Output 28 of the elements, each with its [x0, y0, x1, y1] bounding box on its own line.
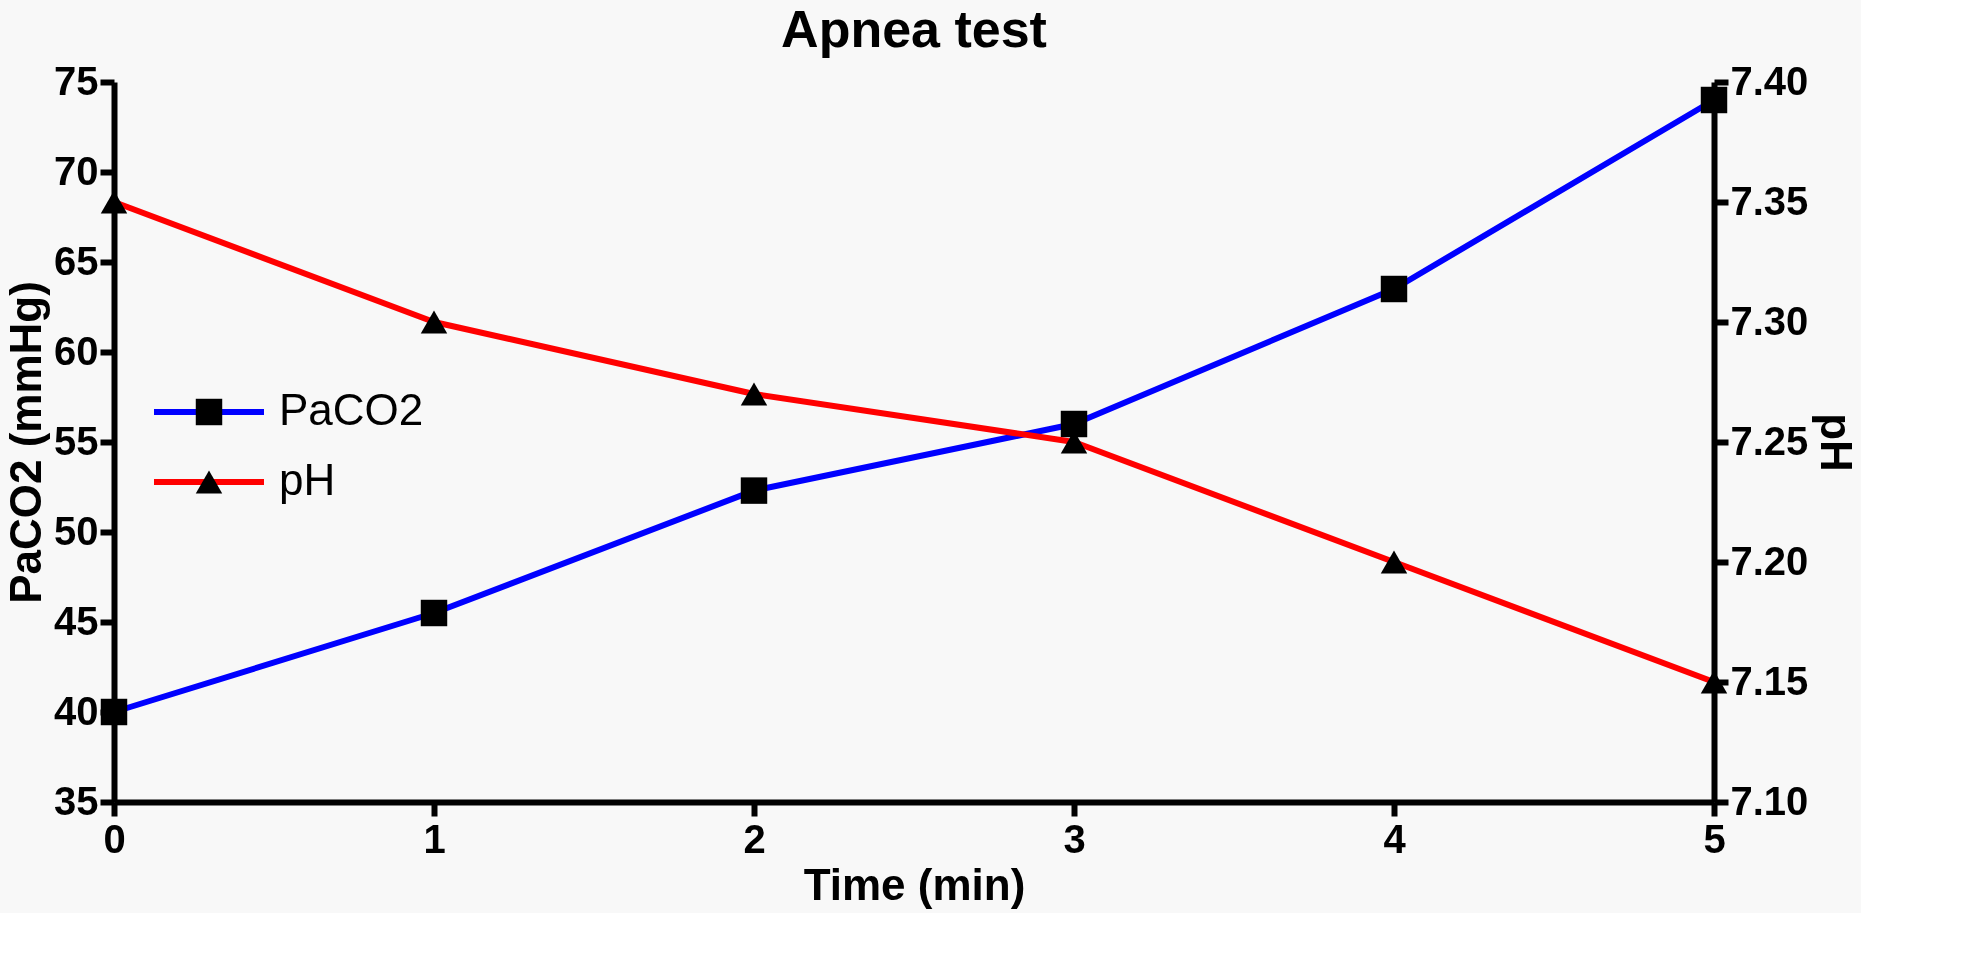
legend-label: PaCO2	[279, 385, 424, 434]
x-tick-label: 4	[1383, 816, 1407, 861]
x-tick-label: 2	[743, 816, 766, 861]
y-tick-label: 55	[54, 418, 99, 463]
legend-label: pH	[279, 455, 336, 504]
y-tick-label: 70	[54, 148, 99, 193]
y-axis-title: PaCO2 (mmHg)	[1, 281, 51, 604]
y-tick-label: 45	[54, 598, 99, 643]
y2-tick-label: 7.30	[1730, 298, 1809, 343]
y2-tick-label: 7.20	[1730, 538, 1809, 583]
y-tick-label: 60	[54, 328, 99, 373]
y-tick-label: 65	[54, 238, 99, 283]
y2-tick-label: 7.10	[1730, 778, 1809, 823]
y2-tick-label: 7.40	[1730, 58, 1809, 103]
chart-title: Apnea test	[781, 0, 1047, 58]
x-tick-label: 5	[1703, 816, 1726, 861]
y2-tick-label: 7.15	[1730, 658, 1809, 703]
y2-tick-label: 7.35	[1730, 178, 1809, 223]
y-tick-label: 35	[54, 778, 99, 823]
x-tick-label: 3	[1063, 816, 1086, 861]
y-tick-label: 50	[54, 508, 99, 553]
y-tick-label: 75	[54, 58, 99, 103]
y-tick-label: 40	[54, 688, 99, 733]
y2-tick-label: 7.25	[1730, 418, 1809, 463]
x-tick-label: 0	[103, 816, 126, 861]
x-tick-label: 1	[423, 816, 446, 861]
y2-axis-title: pH	[1812, 413, 1862, 472]
x-axis-title: Time (min)	[803, 859, 1026, 909]
